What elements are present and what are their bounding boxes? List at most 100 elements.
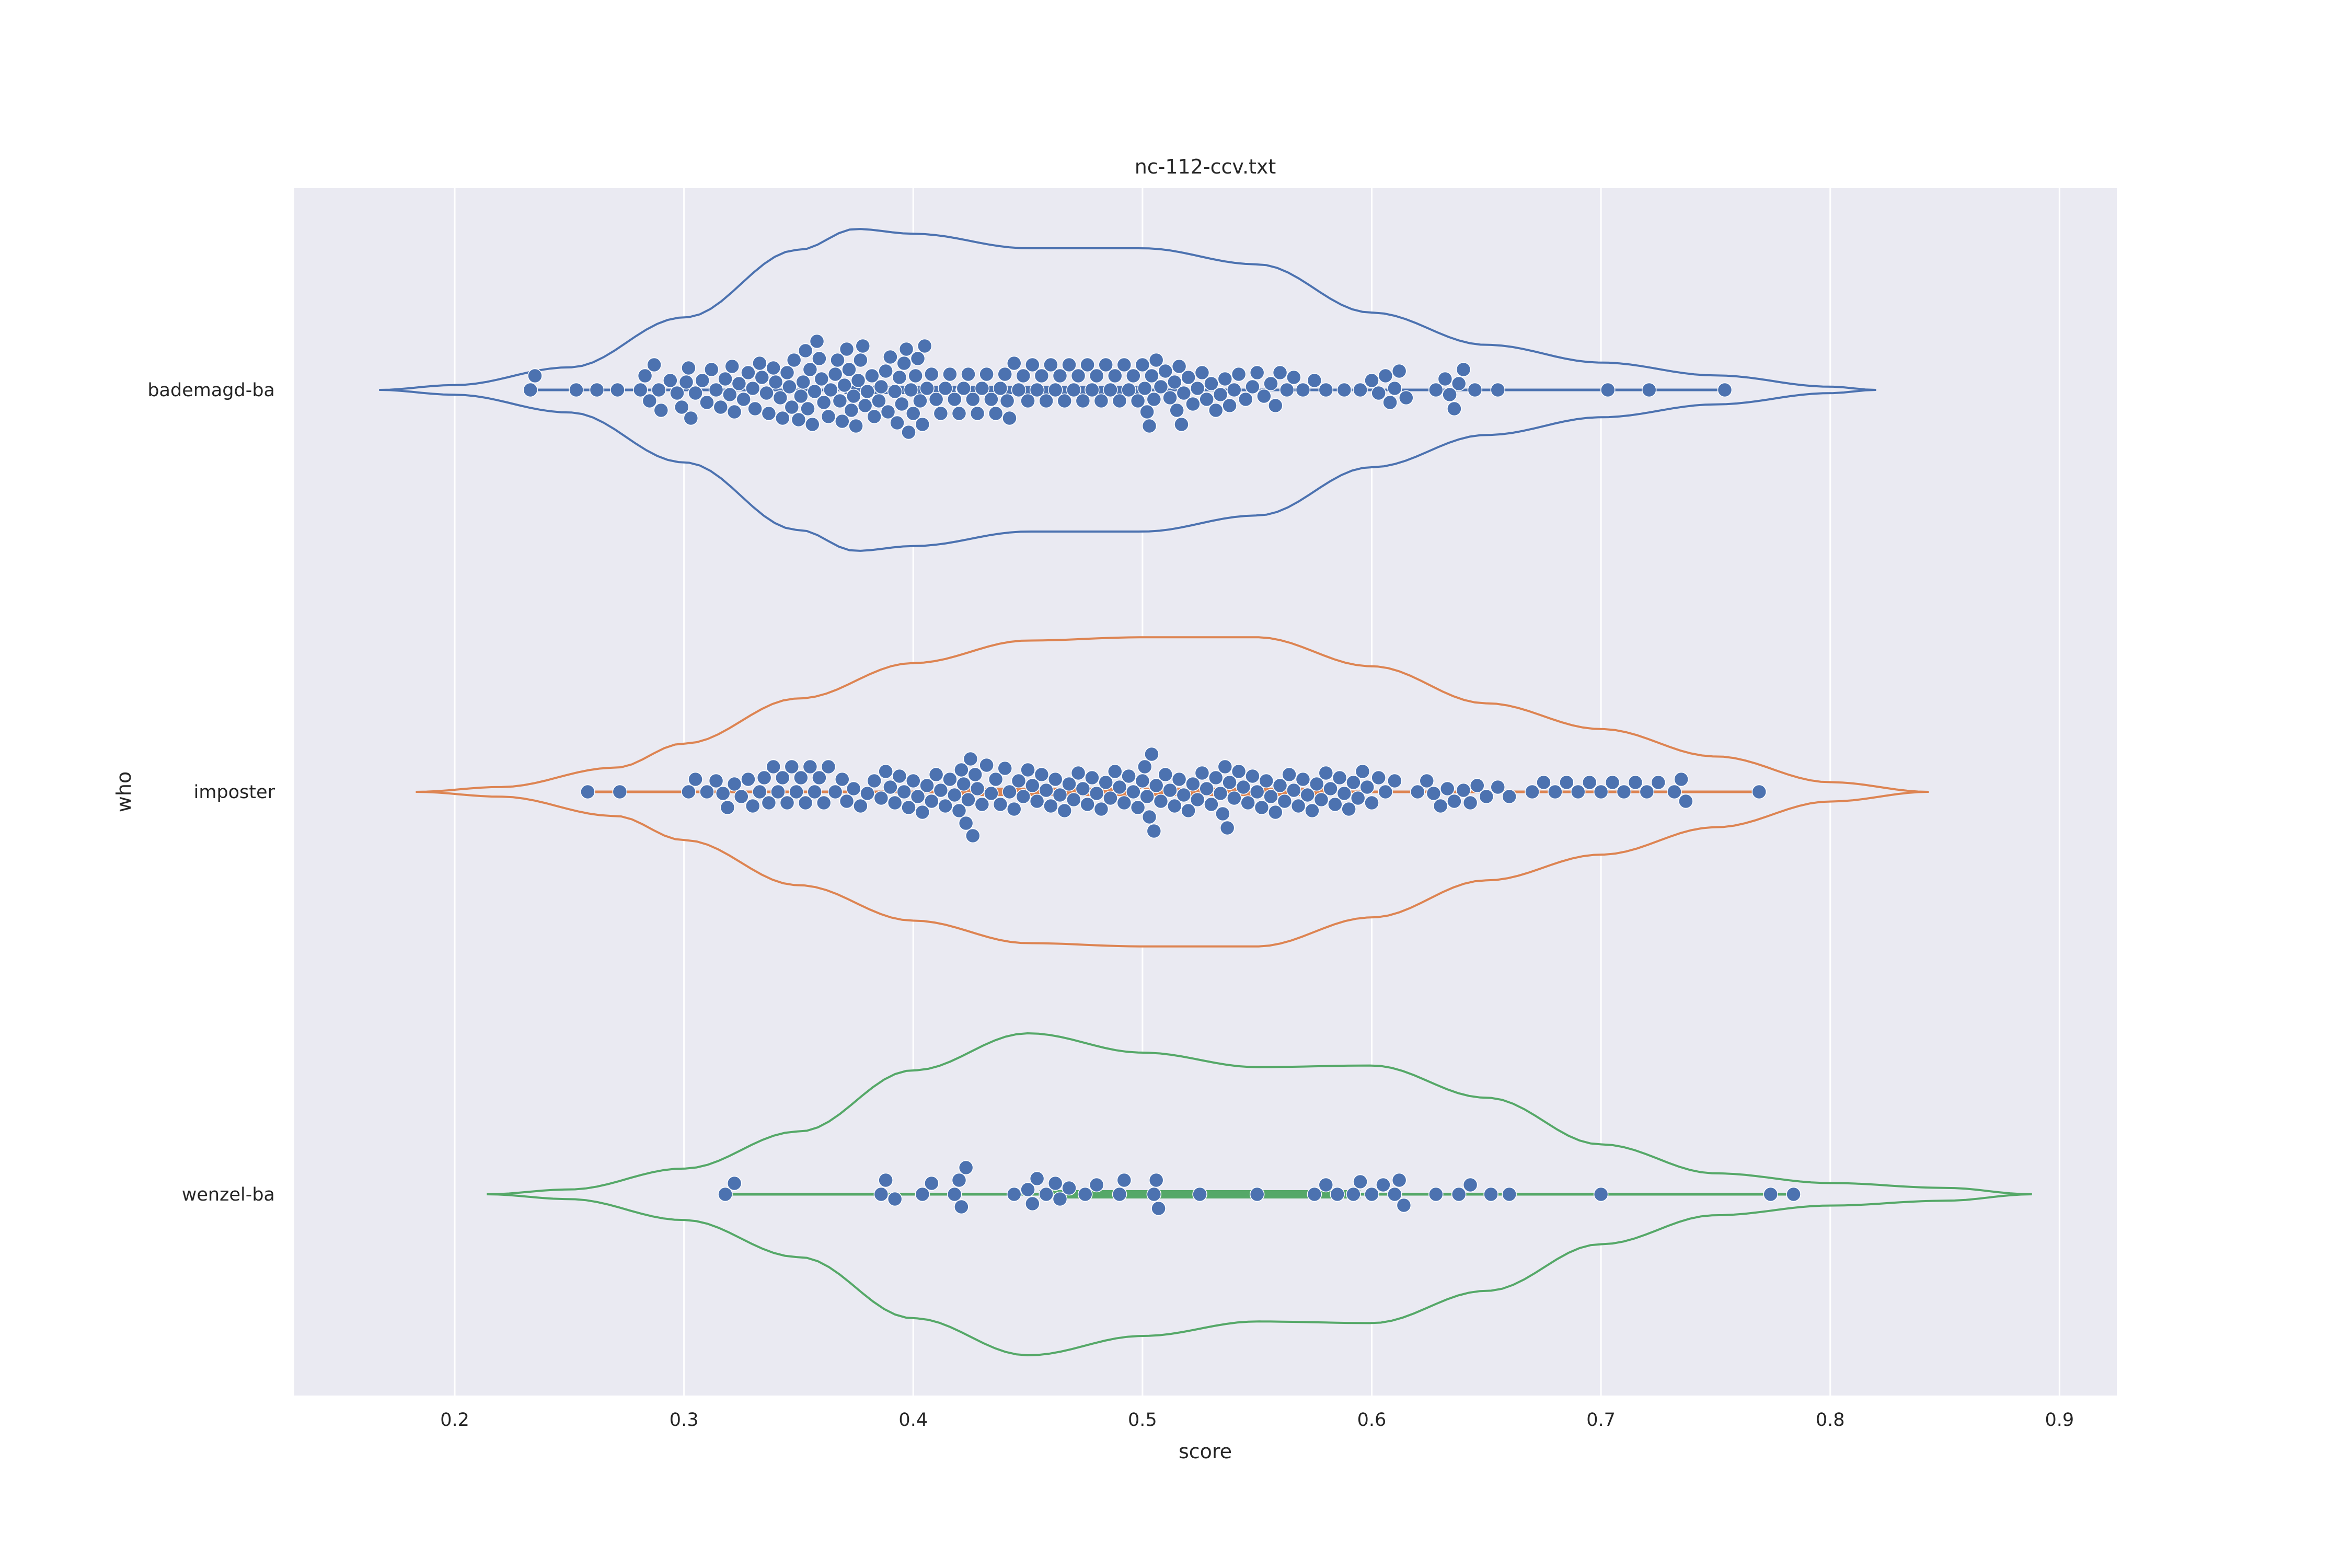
data-point [1181,803,1196,818]
data-point [924,366,939,382]
data-point [798,343,813,359]
data-point [775,770,790,786]
data-point [756,770,772,786]
data-point [580,784,595,800]
data-point [642,393,658,409]
data-point [956,381,972,396]
data-point [1020,1182,1035,1197]
data-point [1174,417,1189,432]
data-point [681,360,696,376]
data-point [523,382,538,398]
data-point [1605,775,1620,790]
data-point [823,382,838,398]
data-point [1075,393,1091,409]
data-point [1483,1186,1498,1202]
data-point [910,789,926,804]
data-point [1093,801,1109,817]
data-point [784,399,800,415]
data-point [999,393,1015,409]
data-point [835,771,850,787]
data-point [1525,784,1540,800]
data-point [1470,778,1485,793]
data-point [1355,764,1370,779]
data-point [1456,362,1471,377]
data-point [734,789,749,804]
data-point [699,395,714,410]
data-point [1142,809,1157,825]
data-point [1307,373,1322,388]
data-point [1763,1186,1778,1202]
data-point [1085,770,1100,786]
data-point [894,396,909,412]
data-point [1593,1186,1609,1202]
x-tick-label: 0.6 [1357,1410,1387,1431]
data-point [1282,767,1297,782]
data-point [1137,381,1152,396]
x-axis-label: score [1179,1440,1232,1463]
data-point [791,412,806,428]
data-point [1217,759,1233,775]
data-point [1263,376,1278,391]
data-point [1639,784,1655,800]
data-point [727,776,742,792]
data-point [915,1186,930,1202]
data-point [988,406,1004,421]
data-point [1039,1186,1054,1202]
data-point [1559,775,1574,790]
data-point [1034,368,1050,384]
data-point [1107,368,1123,384]
data-point [1305,803,1320,818]
data-point [1238,391,1253,407]
data-point [1359,779,1375,795]
data-point [727,404,742,420]
data-point [1502,1186,1517,1202]
data-point [670,385,685,401]
data-point [947,391,962,407]
data-point [1153,793,1169,809]
data-point [713,399,729,415]
data-point [1451,376,1467,391]
data-point [928,767,944,782]
data-point [1116,795,1132,811]
data-point [965,391,981,407]
data-point [883,349,898,365]
data-point [805,417,820,432]
data-point [1215,806,1230,822]
data-point [1194,765,1210,781]
x-tick-label: 0.2 [440,1410,469,1431]
data-point [958,815,974,831]
data-point [1144,746,1159,762]
data-point [1231,764,1247,779]
data-point [1204,376,1219,391]
data-point [812,351,827,366]
data-point [1112,1186,1127,1202]
data-point [1336,786,1352,801]
data-point [1199,391,1214,407]
data-point [1011,382,1027,398]
data-point [896,355,912,371]
data-point [1089,1177,1104,1193]
data-point [1249,784,1265,800]
data-point [1112,393,1127,409]
data-point [1213,387,1228,402]
data-point [766,759,781,775]
data-point [807,784,822,800]
data-point [1047,771,1063,787]
x-tick-label: 0.8 [1816,1410,1845,1431]
data-point [633,382,648,398]
data-point [1171,359,1187,374]
data-point [1171,771,1187,787]
data-point [1268,398,1283,413]
data-point [919,381,935,396]
data-point [1148,1172,1164,1188]
data-point [1121,382,1136,398]
data-point [1089,368,1104,384]
data-point [974,797,990,812]
data-point [1199,781,1214,797]
data-point [887,1191,903,1207]
data-point [1364,1186,1379,1202]
data-point [846,781,861,797]
data-point [1029,793,1045,809]
data-point [747,401,763,417]
data-point [1002,410,1017,426]
